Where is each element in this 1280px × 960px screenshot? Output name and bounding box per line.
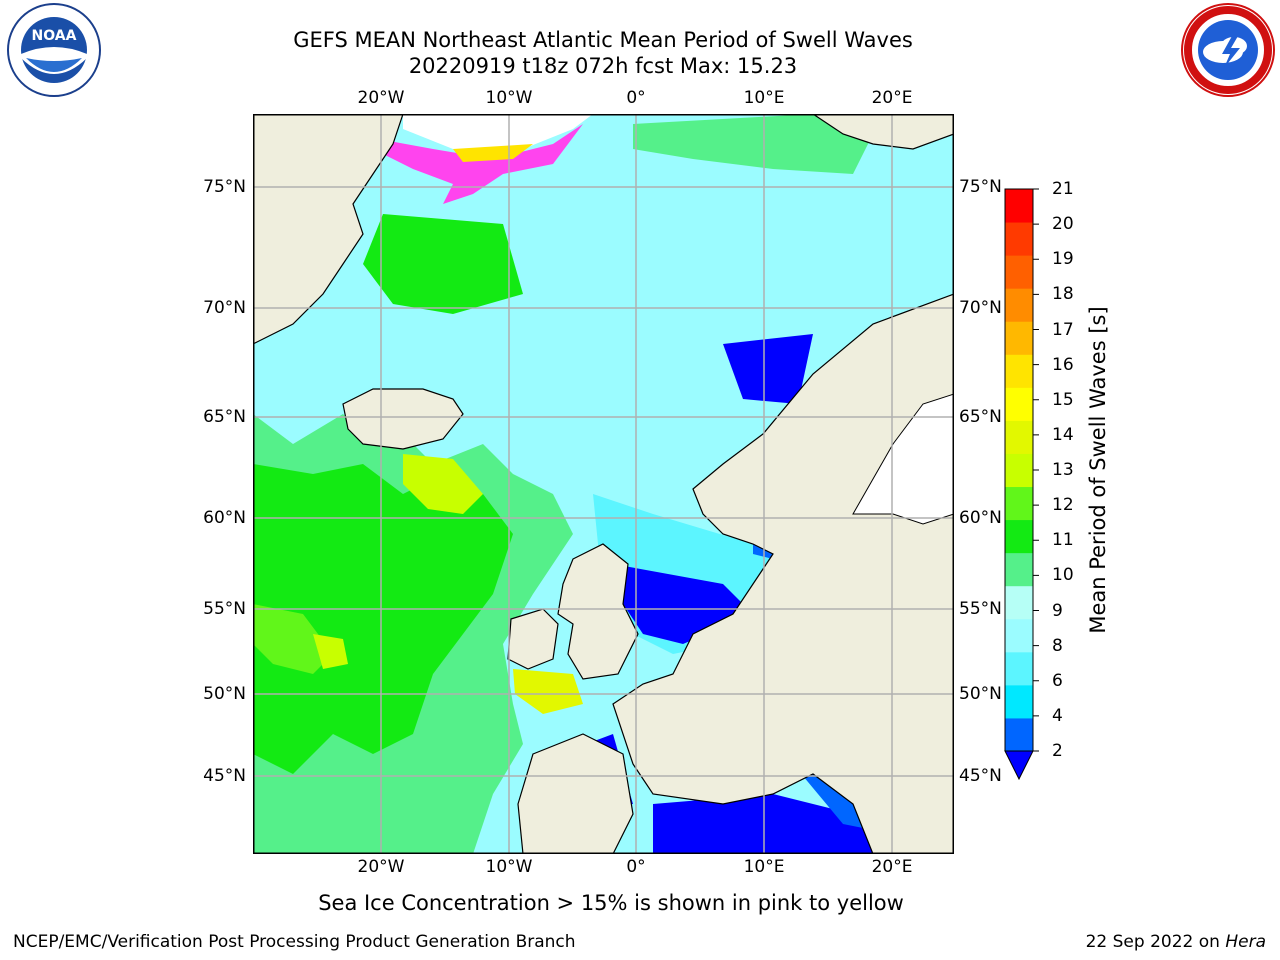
lon-tick-bottom: 10°W	[485, 857, 533, 877]
colorbar-tick-label: 6	[1052, 670, 1063, 691]
svalbard-land	[811, 114, 954, 150]
colorbar-tick-label: 19	[1052, 249, 1074, 270]
colorbar-bin	[1005, 552, 1033, 587]
swell-period-map	[253, 114, 954, 854]
lat-tick-left: 65°N	[203, 407, 246, 427]
colorbar-title: Mean Period of Swell Waves [s]	[1086, 306, 1110, 634]
map-subtitle: 20220919 t18z 072h fcst Max: 15.23	[408, 54, 798, 78]
lat-tick-right: 50°N	[959, 684, 1002, 704]
colorbar-tick-label: 2	[1052, 741, 1063, 761]
colorbar-tick-label: 9	[1052, 600, 1063, 621]
lat-tick-left: 45°N	[203, 766, 246, 786]
lat-tick-left: 60°N	[203, 508, 246, 528]
colorbar-tick-label: 12	[1052, 495, 1074, 516]
colorbar-bin	[1005, 387, 1033, 421]
swell-field-12-13s-west	[313, 634, 348, 669]
lat-tick-left: 50°N	[203, 684, 246, 704]
swell-field-12-13s-north	[403, 454, 483, 514]
colorbar-bin	[1005, 453, 1033, 488]
sea-ice-high-concentration	[453, 144, 533, 162]
colorbar-bin	[1005, 717, 1033, 752]
colorbar-bin	[1005, 651, 1033, 686]
lat-tick-right: 65°N	[959, 407, 1002, 427]
lat-tick-left: 70°N	[203, 298, 246, 318]
colorbar-tick-label: 21	[1052, 179, 1074, 199]
lon-tick-top: 10°W	[485, 88, 533, 108]
footer-credit: NCEP/EMC/Verification Post Processing Pr…	[13, 932, 576, 952]
lon-tick-top: 20°E	[871, 88, 913, 108]
lat-tick-right: 70°N	[959, 298, 1002, 318]
lat-tick-right: 75°N	[959, 177, 1002, 197]
colorbar-bin	[1005, 519, 1033, 554]
iberia-land	[517, 733, 634, 854]
lat-tick-right: 45°N	[959, 766, 1002, 786]
footer-date-text: 22 Sep 2022 on	[1085, 932, 1226, 952]
noaa-logo: NOAA	[7, 3, 101, 97]
swell-field-13-14s-biscay	[513, 669, 583, 714]
swell-field-barents	[633, 114, 873, 174]
footer-date: 22 Sep 2022 on Hera	[1086, 932, 1266, 952]
nws-logo	[1181, 3, 1275, 97]
ireland-land	[507, 608, 559, 670]
colorbar-bin	[1005, 189, 1033, 223]
colorbar-tick-label: 17	[1052, 319, 1074, 340]
lon-tick-bottom: 0°	[626, 857, 646, 877]
lat-tick-left: 55°N	[203, 599, 246, 619]
iceland-land	[342, 388, 464, 450]
lon-tick-top: 20°W	[357, 88, 405, 108]
colorbar-bin	[1005, 321, 1033, 355]
europe-land	[612, 293, 954, 854]
colorbar-bin	[1005, 222, 1033, 256]
swell-field-norwegian-coast	[723, 334, 813, 404]
colorbar	[1004, 188, 1039, 781]
noaa-logo-text: NOAA	[32, 28, 77, 44]
colorbar-bin	[1005, 354, 1033, 388]
footer-host: Hera	[1225, 932, 1266, 952]
swell-field-greenland-sea	[363, 214, 523, 314]
map-title: GEFS MEAN Northeast Atlantic Mean Period…	[293, 28, 913, 52]
lon-tick-bottom: 20°W	[357, 857, 405, 877]
colorbar-bin	[1005, 486, 1033, 521]
swell-field-10-11s	[253, 464, 513, 774]
gulf-of-bothnia-ice-free	[852, 393, 954, 525]
greenland-land	[253, 114, 404, 345]
colorbar-tick-label: 11	[1052, 530, 1074, 551]
colorbar-bin	[1005, 618, 1033, 653]
colorbar-bin	[1005, 288, 1033, 322]
colorbar-under-extension	[1004, 750, 1034, 781]
colorbar-tick-label: 15	[1052, 389, 1074, 410]
colorbar-bin	[1005, 684, 1033, 719]
colorbar-tick-label: 16	[1052, 354, 1074, 375]
colorbar-tick-label: 10	[1052, 565, 1074, 586]
lon-tick-bottom: 20°E	[871, 857, 913, 877]
graticule	[253, 114, 954, 854]
colorbar-tick-label: 20	[1052, 214, 1074, 235]
lat-tick-left: 75°N	[203, 177, 246, 197]
colorbar-tick-label: 4	[1052, 705, 1063, 726]
colorbar-bin	[1005, 255, 1033, 289]
swell-field-11-12s-west	[253, 604, 333, 674]
map-frame	[253, 114, 954, 854]
colorbar-bin	[1005, 420, 1033, 454]
lon-tick-top: 0°	[626, 88, 646, 108]
colorbar-tick-label: 18	[1052, 284, 1074, 305]
lat-tick-right: 55°N	[959, 599, 1002, 619]
sea-ice-caption: Sea Ice Concentration > 15% is shown in …	[318, 891, 904, 915]
colorbar-tick-label: 13	[1052, 460, 1074, 480]
colorbar-tick-label: 14	[1052, 424, 1074, 445]
sea-ice-edge	[378, 124, 583, 204]
lat-tick-right: 60°N	[959, 508, 1002, 528]
colorbar-tick-label: 8	[1052, 635, 1063, 656]
lon-tick-top: 10°E	[743, 88, 785, 108]
lon-tick-bottom: 10°E	[743, 857, 785, 877]
sea-ice-pack	[403, 114, 593, 149]
colorbar-bin	[1005, 585, 1033, 620]
